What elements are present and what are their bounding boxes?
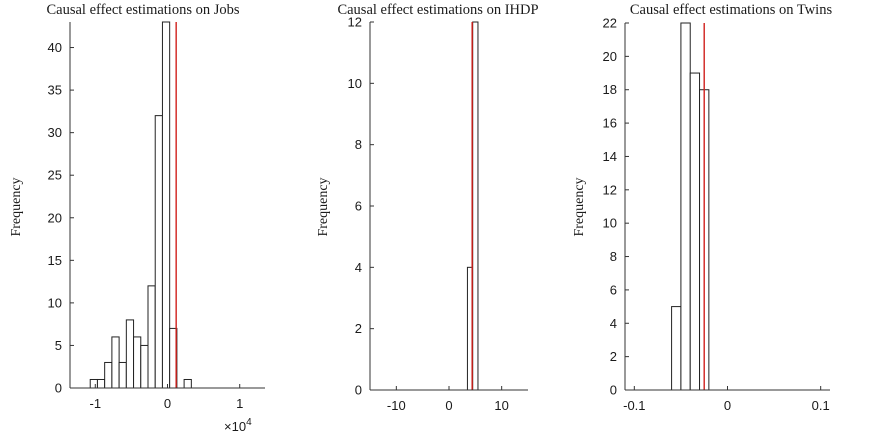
ihdp-y-tick-label: 10 (348, 76, 362, 91)
jobs-histogram-bar (154, 115, 163, 389)
ihdp-x-tick-label: -10 (387, 398, 406, 413)
jobs-y-tick-label: 0 (55, 381, 62, 396)
ihdp-y-tick-label: 0 (355, 383, 362, 398)
jobs-y-tick-label: 25 (48, 168, 62, 183)
ihdp-chart-title: Causal effect estimations on IHDP (337, 2, 538, 18)
twins-y-tick-label: 2 (610, 349, 617, 364)
twins-chart-title: Causal effect estimations on Twins (630, 2, 833, 18)
twins-y-tick-label: 14 (603, 149, 617, 164)
twins-histogram-bars (671, 22, 710, 391)
twins-y-axis-label: Frequency (572, 177, 587, 236)
jobs-x-scale-base: ×10 (224, 419, 246, 434)
jobs-histogram-bar (111, 336, 120, 389)
ihdp-x-tick-label: 0 (445, 398, 452, 413)
ihdp-axis-ticks: 0 2 4 6 8 10 12 -10 0 10 (348, 15, 528, 413)
jobs-x-tick-label: 0 (164, 396, 171, 411)
jobs-histogram-bar (183, 378, 192, 389)
jobs-histogram-bar (96, 378, 106, 389)
jobs-histogram-bar (140, 344, 149, 389)
jobs-y-axis-label: Frequency (9, 177, 24, 236)
jobs-histogram-panel: Causal effect estimations on Jobs Freque… (9, 2, 265, 434)
jobs-histogram-bars (89, 21, 192, 389)
jobs-y-tick-label: 30 (48, 125, 62, 140)
jobs-x-tick-label: 1 (236, 396, 243, 411)
twins-x-tick-label: 0.1 (812, 398, 830, 413)
ihdp-y-tick-label: 4 (355, 260, 362, 275)
ihdp-y-tick-label: 12 (348, 15, 362, 30)
ihdp-histogram-bar (472, 21, 479, 391)
jobs-x-scale-factor: ×104 (224, 417, 252, 434)
twins-y-tick-label: 12 (603, 182, 617, 197)
twins-y-tick-label: 18 (603, 82, 617, 97)
jobs-axis-ticks: 0 5 10 15 20 25 30 35 40 -1 0 1 (48, 22, 265, 411)
ihdp-y-tick-label: 8 (355, 137, 362, 152)
jobs-histogram-bar (125, 319, 135, 389)
twins-axis-ticks: 0 2 4 6 8 10 12 14 16 18 20 22 -0.1 0 0.1 (603, 16, 830, 413)
jobs-histogram-bar (147, 285, 156, 389)
ihdp-histogram-bars (466, 21, 479, 391)
jobs-y-tick-label: 35 (48, 83, 62, 98)
twins-y-tick-label: 16 (603, 116, 617, 131)
ihdp-x-tick-label: 10 (494, 398, 508, 413)
ihdp-y-tick-label: 6 (355, 199, 362, 214)
jobs-x-scale-exponent: 4 (246, 417, 252, 428)
twins-y-tick-label: 20 (603, 49, 617, 64)
twins-histogram-bar (671, 306, 682, 391)
jobs-histogram-bar (133, 336, 142, 389)
jobs-y-tick-label: 20 (48, 210, 62, 225)
twins-x-tick-label: 0 (724, 398, 731, 413)
jobs-histogram-bar (161, 21, 171, 389)
twins-y-tick-label: 0 (610, 383, 617, 398)
jobs-histogram-bar (104, 361, 113, 389)
twins-y-tick-label: 22 (603, 16, 617, 31)
ihdp-y-axis-label: Frequency (316, 177, 331, 236)
twins-y-tick-label: 4 (610, 316, 617, 331)
jobs-y-tick-label: 15 (48, 253, 62, 268)
jobs-chart-title: Causal effect estimations on Jobs (46, 2, 239, 18)
jobs-histogram-bar (89, 378, 98, 389)
twins-y-tick-label: 8 (610, 249, 617, 264)
ihdp-histogram-panel: Causal effect estimations on IHDP Freque… (316, 2, 539, 413)
jobs-y-tick-label: 5 (55, 338, 62, 353)
twins-histogram-bar (680, 22, 691, 391)
ihdp-y-tick-label: 2 (355, 321, 362, 336)
twins-y-tick-label: 6 (610, 282, 617, 297)
twins-y-tick-label: 10 (603, 216, 617, 231)
jobs-histogram-bar (118, 361, 127, 389)
jobs-y-tick-label: 10 (48, 295, 62, 310)
jobs-x-tick-label: -1 (89, 396, 101, 411)
twins-histogram-bar (689, 72, 701, 391)
twins-histogram-panel: Causal effect estimations on Twins Frequ… (572, 2, 832, 413)
jobs-y-tick-label: 40 (48, 40, 62, 55)
twins-x-tick-label: -0.1 (623, 398, 645, 413)
